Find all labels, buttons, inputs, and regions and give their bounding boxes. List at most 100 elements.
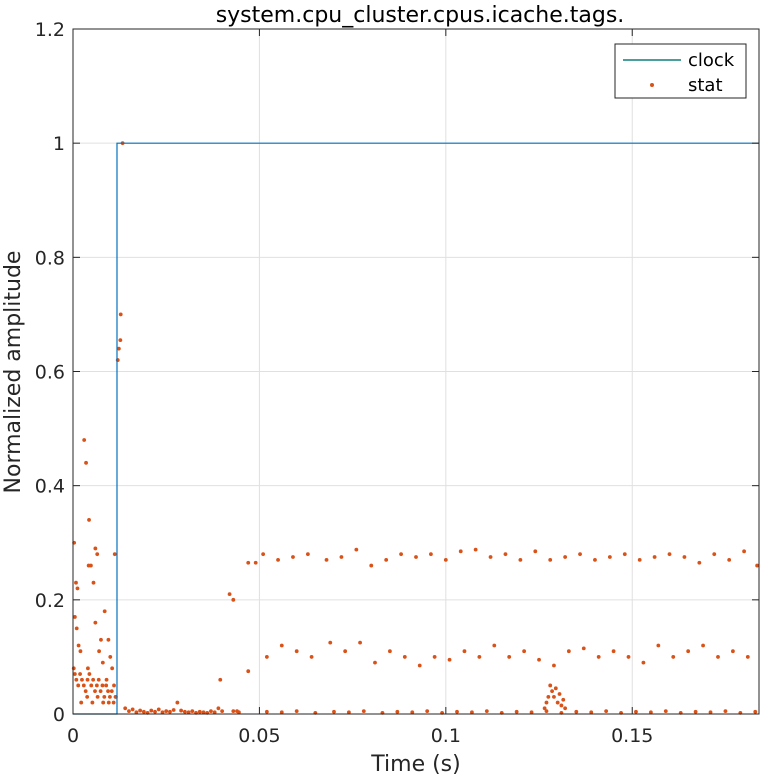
- stat-point: [76, 683, 81, 688]
- stat-point: [563, 555, 568, 559]
- stat-point: [76, 643, 81, 648]
- stat-point: [332, 709, 336, 714]
- stat-point: [522, 649, 527, 654]
- stat-point: [168, 709, 172, 714]
- stat-point: [111, 700, 116, 705]
- stat-point: [462, 649, 467, 654]
- stat-point: [190, 709, 195, 714]
- stat-point: [552, 663, 556, 668]
- x-tick-label: 0.05: [238, 725, 280, 747]
- stat-point: [373, 660, 377, 665]
- stat-point: [156, 707, 161, 712]
- stat-point: [264, 709, 269, 714]
- stat-point: [574, 709, 579, 714]
- stat-point: [514, 709, 519, 714]
- stat-point: [116, 346, 121, 351]
- stat-point: [78, 672, 82, 676]
- stat-point: [78, 649, 83, 654]
- stat-point: [548, 683, 553, 688]
- stat-point: [529, 710, 534, 715]
- stat-point: [701, 643, 705, 648]
- stat-point: [384, 557, 389, 562]
- stat-point: [246, 669, 251, 674]
- stat-point: [74, 580, 78, 585]
- stat-point: [118, 338, 123, 343]
- stat-point: [550, 689, 554, 694]
- stat-point: [755, 563, 760, 568]
- x-axis-ticks: 0 0.05 0.1 0.15: [67, 29, 653, 747]
- stat-point: [559, 703, 564, 708]
- stat-point: [100, 660, 105, 665]
- stat-point: [458, 549, 463, 554]
- stat-point: [74, 626, 79, 631]
- stat-point: [429, 552, 433, 557]
- stat-point: [279, 710, 284, 715]
- stat-point: [537, 657, 541, 662]
- stat-point: [86, 563, 91, 568]
- stat-point: [91, 677, 96, 682]
- stat-point: [153, 709, 157, 714]
- stat-point: [557, 692, 562, 696]
- stat-point: [641, 660, 646, 665]
- stat-point: [581, 646, 586, 651]
- stat-point: [276, 557, 280, 562]
- stat-point: [98, 689, 103, 694]
- stat-point: [164, 709, 169, 714]
- stat-point: [231, 597, 236, 602]
- stat-point: [686, 649, 691, 654]
- series-layer: [71, 141, 760, 715]
- stat-point: [95, 552, 100, 557]
- legend: clock stat: [614, 43, 747, 99]
- stat-point: [346, 710, 351, 715]
- stat-point: [607, 555, 612, 559]
- stat-point: [108, 655, 113, 659]
- stat-point: [127, 709, 131, 714]
- stat-point: [264, 655, 269, 659]
- stat-point: [410, 710, 415, 715]
- stat-point: [589, 710, 594, 715]
- stat-point: [455, 709, 459, 714]
- stat-point: [182, 709, 187, 714]
- stat-point: [388, 649, 392, 654]
- stat-point: [130, 707, 135, 712]
- stat-point: [253, 560, 258, 565]
- stat-point: [100, 683, 105, 688]
- stat-point: [138, 708, 143, 713]
- stat-point: [209, 709, 213, 714]
- stat-point: [417, 663, 422, 668]
- x-tick-label: 0: [67, 725, 79, 747]
- stat-point: [399, 552, 403, 557]
- stat-point: [94, 683, 99, 688]
- stat-point: [542, 706, 547, 711]
- stat-point: [179, 708, 184, 713]
- stat-point: [102, 609, 107, 614]
- stat-point: [552, 694, 556, 699]
- stat-point: [106, 700, 111, 705]
- stat-point: [75, 586, 80, 591]
- stat-point: [544, 700, 549, 705]
- y-tick-label: 0.8: [35, 247, 65, 269]
- stat-point: [727, 557, 732, 562]
- y-tick-label: 0.6: [35, 362, 65, 384]
- chart-title: system.cpu_cluster.cpus.icache.tags.: [216, 3, 625, 28]
- legend-box: [614, 43, 747, 99]
- stat-point: [604, 709, 609, 714]
- stat-point: [99, 637, 103, 642]
- stat-point: [220, 709, 225, 714]
- stat-point: [212, 710, 217, 715]
- stat-point: [112, 552, 117, 557]
- stat-point: [354, 547, 359, 552]
- stat-point: [682, 555, 687, 559]
- stat-point: [96, 677, 101, 682]
- stat-point: [708, 710, 713, 715]
- stat-point: [93, 689, 97, 694]
- stat-point: [261, 552, 266, 557]
- stat-point: [548, 557, 553, 562]
- stat-point: [83, 689, 88, 694]
- stat-point: [186, 710, 191, 715]
- stat-point: [84, 460, 88, 465]
- stat-point: [294, 649, 299, 654]
- stat-point: [104, 683, 109, 688]
- y-axis-label: Normalized amplitude: [1, 251, 26, 494]
